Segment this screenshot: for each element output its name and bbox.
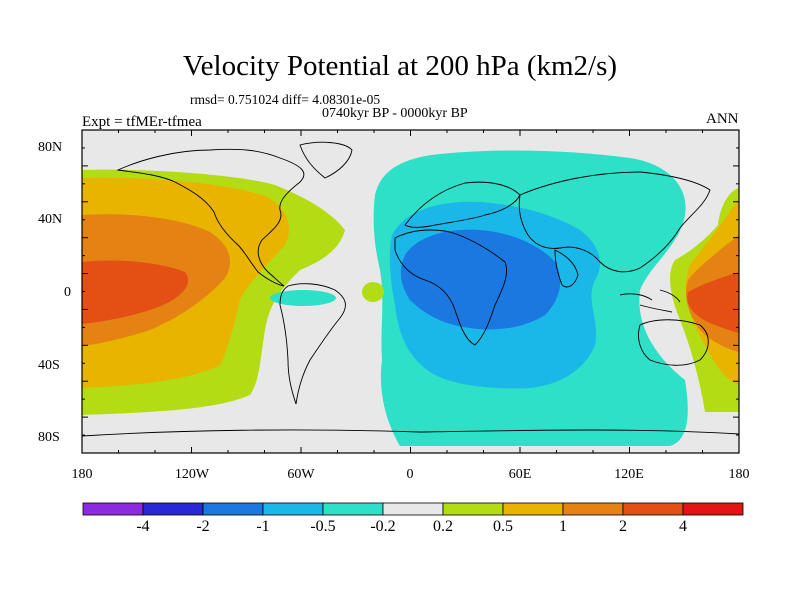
- lon-label-180e: 180: [728, 467, 750, 482]
- lat-label-40n: 40N: [38, 212, 63, 227]
- colorbar-label: -0.2: [370, 518, 396, 535]
- lon-label-120w: 120W: [174, 467, 210, 482]
- lon-label-60e: 60E: [508, 467, 532, 482]
- colorbar-box: [382, 502, 444, 516]
- season-label: ANN: [706, 111, 739, 127]
- colorbar-label: 0.2: [433, 518, 453, 535]
- colorbar-box: [322, 502, 384, 516]
- lon-label-0: 0: [406, 467, 414, 482]
- coastline-australia: [638, 319, 709, 366]
- map-title: Velocity Potential at 200 hPa (km2/s): [182, 50, 618, 82]
- period-text: 0740kyr BP - 0000kyr BP: [322, 106, 468, 121]
- colorbar-label: -1: [256, 518, 270, 535]
- colorbar-box: [262, 502, 324, 516]
- colorbar-box: [502, 502, 564, 516]
- coastlines: [82, 141, 739, 437]
- coastline-maritime-islands: [619, 289, 681, 313]
- contour-negative-patch-east-pacific: [270, 290, 336, 306]
- contour-negative-patch-atlantic: [362, 282, 384, 302]
- coastline-india: [554, 249, 579, 288]
- coastline-africa: [394, 229, 507, 346]
- contour-negative-1: [400, 229, 561, 330]
- coastline-europe: [404, 181, 521, 228]
- colorbar-label: 2: [619, 518, 627, 535]
- colorbar: [82, 502, 744, 516]
- colorbar-label: 4: [679, 518, 687, 535]
- contour-positive-2-west: [82, 260, 189, 324]
- colorbar-box: [622, 502, 684, 516]
- colorbar-label: 0.5: [493, 518, 513, 535]
- lon-label-120e: 120E: [614, 467, 644, 482]
- colorbar-label: 1: [559, 518, 567, 535]
- lon-label-180w: 180: [71, 467, 93, 482]
- lon-label-60w: 60W: [287, 467, 315, 482]
- coastline-asia: [518, 171, 711, 273]
- colorbar-box: [202, 502, 264, 516]
- lat-label-equator: 0: [64, 285, 71, 300]
- lat-label-80n: 80N: [38, 140, 63, 155]
- coastline-antarctica: [82, 429, 739, 437]
- colorbar-box: [682, 502, 744, 516]
- colorbar-box: [142, 502, 204, 516]
- contour-positive-2-east: [687, 272, 739, 333]
- axis-ticks: [81, 129, 740, 454]
- colorbar-label: -0.5: [310, 518, 336, 535]
- colorbar-label: -2: [196, 518, 210, 535]
- coastline-greenland: [299, 141, 353, 179]
- velocity-potential-field: [82, 130, 739, 453]
- experiment-label: Expt = tfMEr-tfmea: [82, 114, 202, 130]
- colorbar-box: [82, 502, 144, 516]
- colorbar-box: [562, 502, 624, 516]
- colorbar-box: [442, 502, 504, 516]
- lat-label-80s: 80S: [38, 430, 60, 445]
- coastline-north-america: [116, 148, 305, 287]
- stats-text: rmsd= 0.751024 diff= 4.08301e-05: [190, 92, 381, 107]
- lat-label-40s: 40S: [38, 358, 60, 373]
- coastline-south-america: [279, 283, 346, 405]
- colorbar-label: -4: [136, 518, 150, 535]
